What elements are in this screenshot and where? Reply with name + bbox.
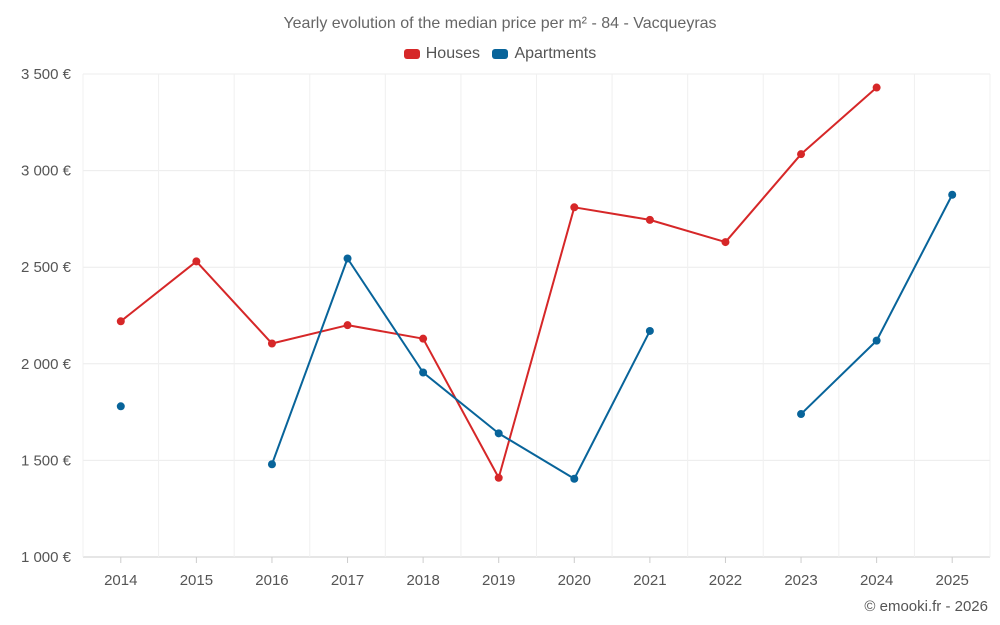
y-tick-label: 1 000 € xyxy=(21,549,72,566)
y-tick-label: 3 000 € xyxy=(21,163,72,180)
data-point-houses xyxy=(343,321,352,330)
data-point-apartments xyxy=(494,429,503,438)
x-tick-label: 2024 xyxy=(860,572,893,589)
legend-swatch-apartments xyxy=(492,49,509,59)
legend-label-apartments: Apartments xyxy=(514,45,597,62)
y-tick-label: 3 500 € xyxy=(21,66,72,83)
x-tick-label: 2019 xyxy=(482,572,515,589)
legend-label-houses: Houses xyxy=(425,45,480,62)
chart-title: Yearly evolution of the median price per… xyxy=(283,15,717,32)
data-point-apartments xyxy=(948,190,957,199)
data-point-apartments xyxy=(343,254,352,263)
data-point-houses xyxy=(645,215,654,224)
y-tick-label: 1 500 € xyxy=(21,452,72,469)
x-tick-label: 2020 xyxy=(558,572,591,589)
series xyxy=(116,83,957,483)
data-point-houses xyxy=(116,317,125,326)
x-tick-label: 2021 xyxy=(633,572,666,589)
x-tick-label: 2016 xyxy=(255,572,288,589)
data-point-houses xyxy=(494,473,503,482)
y-tick-label: 2 500 € xyxy=(21,259,72,276)
data-point-houses xyxy=(570,203,579,212)
legend-item-apartments[interactable]: Apartments xyxy=(492,45,596,63)
x-tick-label: 2023 xyxy=(784,572,817,589)
data-point-apartments xyxy=(419,368,428,377)
data-point-houses xyxy=(872,83,881,92)
x-tick-label: 2017 xyxy=(331,572,364,589)
legend-swatch-houses xyxy=(403,49,420,59)
data-point-houses xyxy=(267,339,276,348)
data-point-apartments xyxy=(797,410,806,419)
data-point-houses xyxy=(797,150,806,159)
data-point-apartments xyxy=(116,402,125,411)
copyright-text: © emooki.fr - 2026 xyxy=(864,598,988,615)
series-line-apartments xyxy=(800,194,954,415)
legend-item-houses[interactable]: Houses xyxy=(403,45,480,63)
data-point-houses xyxy=(419,334,428,343)
data-point-apartments xyxy=(267,460,276,469)
legend: Houses Apartments xyxy=(0,45,1000,64)
x-tick-label: 2015 xyxy=(180,572,213,589)
data-point-apartments xyxy=(645,326,654,335)
axes: 1 000 € 1 500 € 2 000 € 2 500 € 3 000 € 3 500… xyxy=(21,66,969,589)
grid xyxy=(82,73,991,558)
data-point-apartments xyxy=(872,336,881,345)
data-point-houses xyxy=(721,238,730,247)
x-tick-label: 2018 xyxy=(406,572,439,589)
data-point-houses xyxy=(192,257,201,266)
x-tick-label: 2025 xyxy=(936,572,969,589)
series-line-apartments xyxy=(271,257,651,480)
x-tick-label: 2022 xyxy=(709,572,742,589)
data-point-apartments xyxy=(570,474,579,483)
x-tick-label: 2014 xyxy=(104,572,137,589)
y-tick-label: 2 000 € xyxy=(21,356,72,373)
